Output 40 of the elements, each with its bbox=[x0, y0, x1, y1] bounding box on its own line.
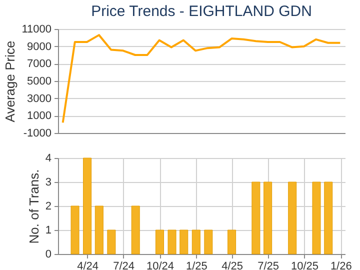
x-tick-label: 1/26 bbox=[330, 260, 352, 270]
x-tick-label: 1/25 bbox=[186, 260, 208, 270]
bar bbox=[288, 182, 297, 254]
y-tick-label: 4 bbox=[45, 152, 52, 164]
y-tick-label: 9000 bbox=[27, 40, 52, 53]
chart-title: Price Trends - EIGHTLAND GDN bbox=[91, 3, 312, 20]
y-tick-label: 0 bbox=[45, 248, 52, 260]
bar bbox=[180, 230, 188, 254]
bar bbox=[204, 230, 213, 254]
x-tick-label: 4/25 bbox=[222, 260, 243, 270]
bar bbox=[252, 182, 260, 254]
y-tick-label: 1 bbox=[45, 224, 52, 236]
y-tick-label: -1000 bbox=[23, 128, 52, 140]
y-tick-label: 2 bbox=[45, 200, 52, 212]
y-tick-label: 3000 bbox=[27, 92, 52, 105]
bar bbox=[228, 230, 236, 254]
x-tick-label: 10/25 bbox=[290, 260, 318, 270]
bar bbox=[312, 182, 321, 254]
bar bbox=[324, 182, 333, 254]
line-series bbox=[62, 34, 342, 124]
y-tick-label: 5000 bbox=[27, 76, 52, 88]
y-tick-label: 11000 bbox=[22, 24, 52, 36]
bar bbox=[70, 206, 80, 254]
bar bbox=[131, 206, 140, 254]
bar bbox=[94, 206, 104, 254]
bar bbox=[107, 230, 116, 254]
x-tick-label: 7/24 bbox=[113, 260, 135, 270]
bar bbox=[83, 158, 92, 254]
y-tick-label: 3 bbox=[45, 176, 52, 188]
y-tick-label: 1000 bbox=[27, 110, 52, 122]
bar bbox=[155, 230, 164, 254]
x-tick-label: 4/24 bbox=[77, 260, 99, 270]
bar bbox=[168, 230, 176, 254]
x-tick-label: 10/24 bbox=[146, 260, 174, 270]
y-tick-label: 7000 bbox=[27, 58, 52, 70]
bar bbox=[192, 230, 200, 254]
y-axis-title: Average Price bbox=[2, 40, 18, 122]
x-tick-label: 7/25 bbox=[258, 260, 280, 270]
y-axis-title: No. of Trans. bbox=[26, 169, 42, 244]
bar bbox=[264, 182, 272, 254]
